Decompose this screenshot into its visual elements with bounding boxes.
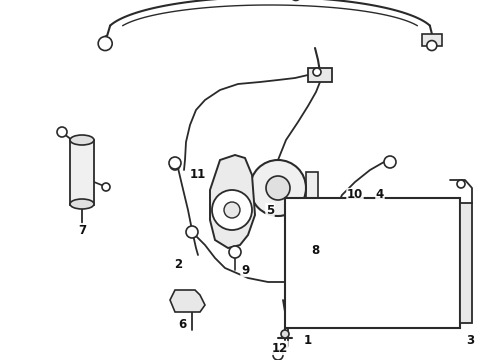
Text: 4: 4 xyxy=(376,189,384,202)
Text: 10: 10 xyxy=(347,189,363,202)
Circle shape xyxy=(313,68,321,76)
Bar xyxy=(460,203,472,323)
Text: 7: 7 xyxy=(78,224,86,237)
Bar xyxy=(422,33,442,46)
Polygon shape xyxy=(210,155,255,248)
Circle shape xyxy=(224,202,240,218)
Polygon shape xyxy=(306,172,318,208)
Circle shape xyxy=(169,157,181,169)
Text: 1: 1 xyxy=(304,333,312,346)
Text: 3: 3 xyxy=(466,333,474,346)
Circle shape xyxy=(384,156,396,168)
Ellipse shape xyxy=(70,199,94,209)
Circle shape xyxy=(427,41,437,50)
Circle shape xyxy=(281,330,289,338)
Bar xyxy=(308,68,332,82)
Bar xyxy=(285,198,460,328)
Text: 11: 11 xyxy=(190,168,206,181)
Circle shape xyxy=(266,176,290,200)
Circle shape xyxy=(102,183,110,191)
Text: 2: 2 xyxy=(174,258,182,271)
Polygon shape xyxy=(170,290,205,312)
Circle shape xyxy=(186,226,198,238)
Text: 6: 6 xyxy=(178,319,186,332)
Circle shape xyxy=(212,190,252,230)
Bar xyxy=(70,140,94,205)
Text: 9: 9 xyxy=(241,264,249,276)
Circle shape xyxy=(457,180,465,188)
Circle shape xyxy=(273,350,283,360)
Text: 8: 8 xyxy=(311,243,319,256)
Text: 12: 12 xyxy=(272,342,288,355)
Ellipse shape xyxy=(70,135,94,145)
Circle shape xyxy=(57,127,67,137)
Circle shape xyxy=(325,223,335,233)
Circle shape xyxy=(98,37,112,50)
Circle shape xyxy=(229,246,241,258)
Circle shape xyxy=(250,160,306,216)
Text: 5: 5 xyxy=(266,203,274,216)
Circle shape xyxy=(170,160,180,170)
